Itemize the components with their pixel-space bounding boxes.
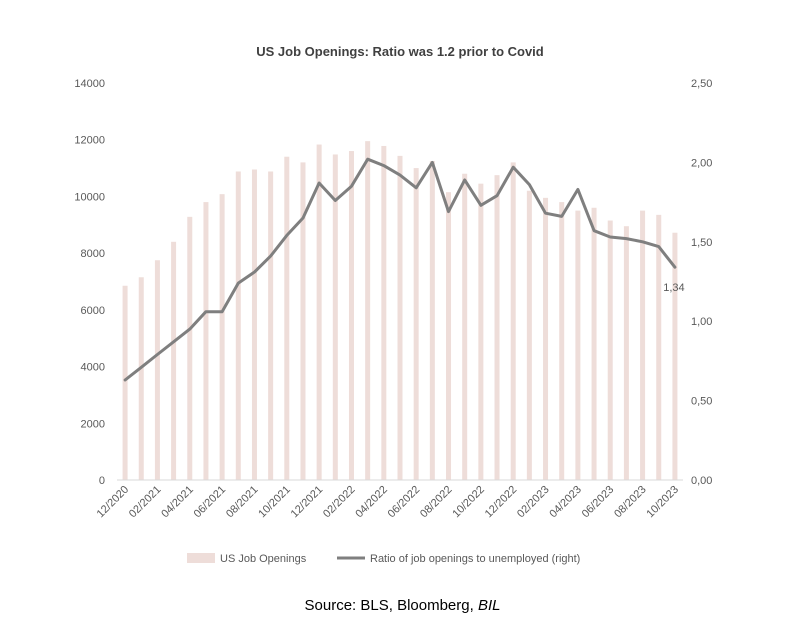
bar-09/2021 [268, 171, 274, 480]
x-tick-label: 08/2021 [224, 484, 261, 521]
legend-bar-label: US Job Openings [220, 553, 307, 565]
bar-03/2022 [365, 141, 371, 480]
right-tick-label: 0,00 [691, 475, 712, 487]
right-tick-label: 1,00 [691, 316, 712, 328]
x-tick-label: 12/2021 [289, 484, 326, 521]
bar-11/2022 [494, 175, 500, 481]
bar-05/2021 [203, 202, 209, 480]
source-note: Source: BLS, Bloomberg, BIL [0, 597, 805, 614]
bar-03/2023 [559, 202, 565, 480]
right-tick-label: 2,00 [691, 157, 712, 169]
left-tick-label: 10000 [74, 191, 105, 203]
bar-10/2023 [672, 232, 678, 480]
bar-10/2021 [284, 156, 290, 480]
left-tick-label: 2000 [81, 418, 105, 430]
bar-04/2021 [187, 216, 193, 481]
x-tick-label: 02/2021 [127, 484, 164, 521]
left-axis-ticks: 0 2000 4000 6000 8000 10000 12000 14000 [74, 78, 105, 487]
bar-05/2022 [397, 155, 403, 480]
bar-02/2022 [348, 151, 354, 481]
right-axis-ticks: 0,00 0,50 1,00 1,50 2,00 2,50 [691, 78, 712, 487]
bar-07/2021 [235, 171, 241, 480]
x-tick-label: 08/2023 [612, 484, 649, 521]
left-tick-label: 6000 [81, 305, 105, 317]
chart-title: US Job Openings: Ratio was 1.2 prior to … [256, 44, 544, 59]
bar-06/2022 [413, 168, 419, 481]
left-tick-label: 4000 [81, 362, 105, 374]
x-tick-label: 04/2021 [159, 484, 196, 521]
bar-09/2022 [462, 173, 468, 480]
x-tick-label: 10/2021 [256, 484, 293, 521]
bar-09/2023 [656, 214, 662, 480]
bar-08/2021 [251, 169, 257, 480]
bar-12/2021 [316, 144, 322, 480]
bar-04/2023 [575, 210, 581, 480]
legend-bar-swatch [187, 553, 215, 563]
left-tick-label: 0 [99, 475, 105, 487]
x-tick-label: 06/2023 [580, 484, 617, 521]
x-tick-label: 12/2020 [95, 484, 132, 521]
x-tick-label: 04/2022 [353, 484, 390, 521]
right-tick-label: 0,50 [691, 396, 712, 408]
x-tick-label: 10/2023 [644, 484, 681, 521]
bar-06/2021 [219, 194, 225, 480]
bars [122, 141, 678, 481]
bar-08/2022 [446, 192, 452, 481]
bar-07/2023 [623, 226, 629, 480]
bar-01/2023 [526, 190, 532, 480]
x-tick-label: 06/2021 [192, 484, 229, 521]
x-tick-label: 02/2022 [321, 484, 358, 521]
bar-08/2023 [640, 210, 646, 480]
bar-12/2020 [122, 285, 128, 480]
bar-03/2021 [171, 241, 177, 480]
source-text: Source: BLS, Bloomberg, [304, 597, 478, 614]
bar-05/2023 [591, 207, 597, 480]
bar-10/2022 [478, 183, 484, 481]
bar-06/2023 [607, 220, 613, 480]
bar-01/2022 [332, 154, 338, 480]
bar-11/2021 [300, 162, 306, 480]
bar-07/2022 [429, 160, 435, 480]
source-italic: BIL [477, 597, 501, 614]
x-tick-label: 06/2022 [386, 484, 423, 521]
x-tick-label: 02/2023 [515, 484, 552, 521]
legend-line-label: Ratio of job openings to unemployed (rig… [370, 553, 580, 565]
ratio-line [123, 157, 677, 382]
x-axis-ticks: 12/202002/202104/202106/202108/202110/20… [95, 484, 681, 521]
x-tick-label: 12/2022 [483, 484, 520, 521]
x-tick-label: 10/2022 [450, 484, 487, 521]
x-tick-label: 08/2022 [418, 484, 455, 521]
bar-01/2021 [138, 277, 144, 480]
right-tick-label: 1,50 [691, 237, 712, 249]
bar-02/2021 [154, 260, 160, 480]
left-tick-label: 8000 [81, 248, 105, 260]
last-value-label: 1,34 [663, 282, 684, 294]
bar-02/2023 [543, 197, 549, 480]
bar-04/2022 [381, 145, 387, 480]
left-tick-label: 14000 [74, 78, 105, 90]
bar-12/2022 [510, 162, 516, 480]
right-tick-label: 2,50 [691, 78, 712, 90]
left-tick-label: 12000 [74, 135, 105, 147]
legend: US Job Openings Ratio of job openings to… [187, 553, 580, 565]
x-tick-label: 04/2023 [547, 484, 584, 521]
